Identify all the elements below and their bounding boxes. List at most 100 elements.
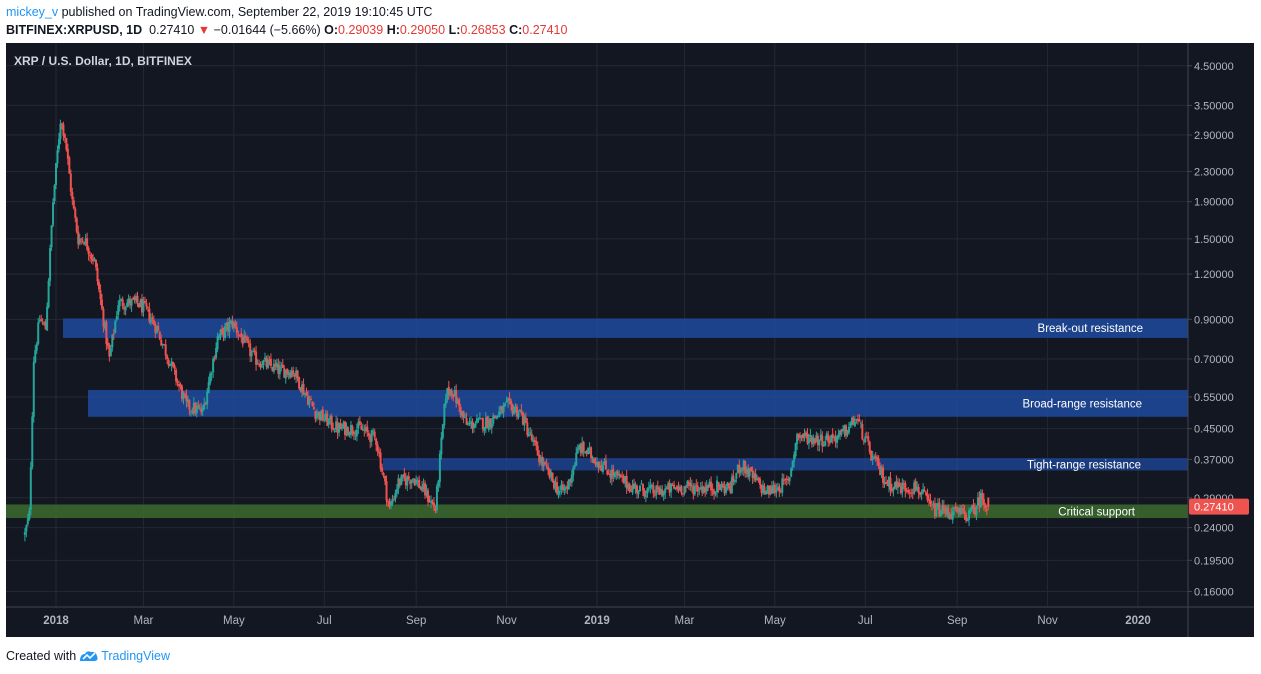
candle-body (427, 490, 430, 502)
candle-body (381, 467, 384, 472)
candle-body (176, 381, 179, 383)
candle-body (247, 341, 250, 343)
candle-body (215, 348, 218, 358)
candle-body (142, 301, 145, 312)
candle-body (318, 412, 321, 420)
candle-body (541, 456, 544, 466)
candle-body (701, 486, 704, 493)
candle-body (75, 218, 78, 232)
candle-body (502, 405, 505, 413)
candle-body (117, 305, 120, 315)
candle-body (372, 431, 375, 433)
high-value: 0.29050 (399, 23, 446, 37)
candle-body (432, 503, 435, 508)
candle-body (603, 461, 606, 465)
candle-body (505, 400, 508, 403)
candle-body (760, 484, 763, 493)
candle-body (83, 242, 86, 245)
y-tick-label: 4.50000 (1194, 61, 1234, 73)
candle-body (253, 350, 256, 353)
candle-body (283, 368, 286, 378)
candle-body (956, 508, 959, 513)
candle-body (576, 448, 579, 454)
candle-body (517, 412, 520, 418)
candle-body (827, 434, 830, 442)
candle-body (109, 348, 112, 357)
candle-body (348, 434, 351, 436)
candle-body (263, 357, 266, 360)
candle-body (385, 481, 388, 501)
candle-body (136, 296, 139, 303)
candles (23, 119, 990, 542)
candle-body (180, 386, 183, 400)
candle-body (269, 358, 272, 366)
candle-body (266, 360, 269, 368)
candle-body (759, 478, 762, 485)
candle-body (975, 506, 978, 516)
candle-body (415, 479, 418, 484)
candle-body (62, 124, 65, 136)
candle-body (317, 411, 320, 415)
candle-body (308, 399, 311, 404)
candle-body (231, 321, 234, 328)
tradingview-link[interactable]: TradingView (101, 649, 170, 663)
candle-body (456, 399, 459, 404)
candle-body (837, 434, 840, 438)
candle-body (246, 337, 249, 342)
candle-body (705, 485, 708, 492)
candle-body (665, 488, 668, 490)
candle-body (518, 410, 521, 412)
price-chart[interactable]: Break-out resistance Broad-range resistan… (6, 43, 1254, 637)
candle-body (44, 321, 47, 330)
candle-body (787, 478, 790, 481)
candle-body (558, 490, 561, 492)
candle-body (913, 482, 916, 494)
candle-body (569, 479, 572, 482)
candle-body (315, 414, 318, 419)
candle-body (465, 418, 468, 425)
candle-body (120, 298, 123, 301)
candle-body (624, 476, 627, 483)
candle-body (919, 492, 922, 496)
candle-body (981, 493, 984, 500)
candle-body (828, 440, 831, 444)
candle-body (776, 487, 779, 491)
candle-body (143, 300, 146, 303)
candle-body (216, 336, 219, 350)
candle-body (612, 469, 615, 476)
candle-body (493, 415, 496, 418)
candle-body (874, 456, 877, 458)
candle-body (192, 402, 195, 414)
candle-body (23, 532, 26, 535)
candle-body (676, 486, 679, 488)
candle-body (363, 429, 366, 431)
candle-body (585, 450, 588, 454)
chart-area[interactable]: Break-out resistance Broad-range resistan… (6, 43, 1254, 637)
candle-body (47, 280, 50, 308)
candle-body (756, 479, 759, 481)
candle-body (69, 173, 72, 192)
candle-body (429, 500, 432, 503)
candle-body (339, 422, 342, 430)
candle-body (916, 486, 919, 490)
x-tick-label: May (764, 615, 786, 627)
candle-body (686, 481, 689, 487)
candle-body (179, 384, 182, 387)
candle-body (707, 485, 710, 488)
candle-body (803, 433, 806, 437)
candle-body (796, 434, 799, 445)
candle-body (163, 344, 166, 346)
candle-body (86, 238, 89, 250)
candle-body (92, 258, 95, 262)
candle-body (387, 501, 390, 503)
published-text: published on TradingView.com, September … (58, 5, 433, 19)
candle-body (784, 479, 787, 481)
candle-body (532, 439, 535, 442)
candle-body (968, 510, 971, 520)
candle-body (138, 303, 141, 308)
candle-body (118, 299, 121, 307)
author-link[interactable]: mickey_v (6, 5, 59, 19)
candle-body (487, 419, 490, 430)
candle-body (649, 485, 652, 489)
candle-body (819, 434, 822, 440)
